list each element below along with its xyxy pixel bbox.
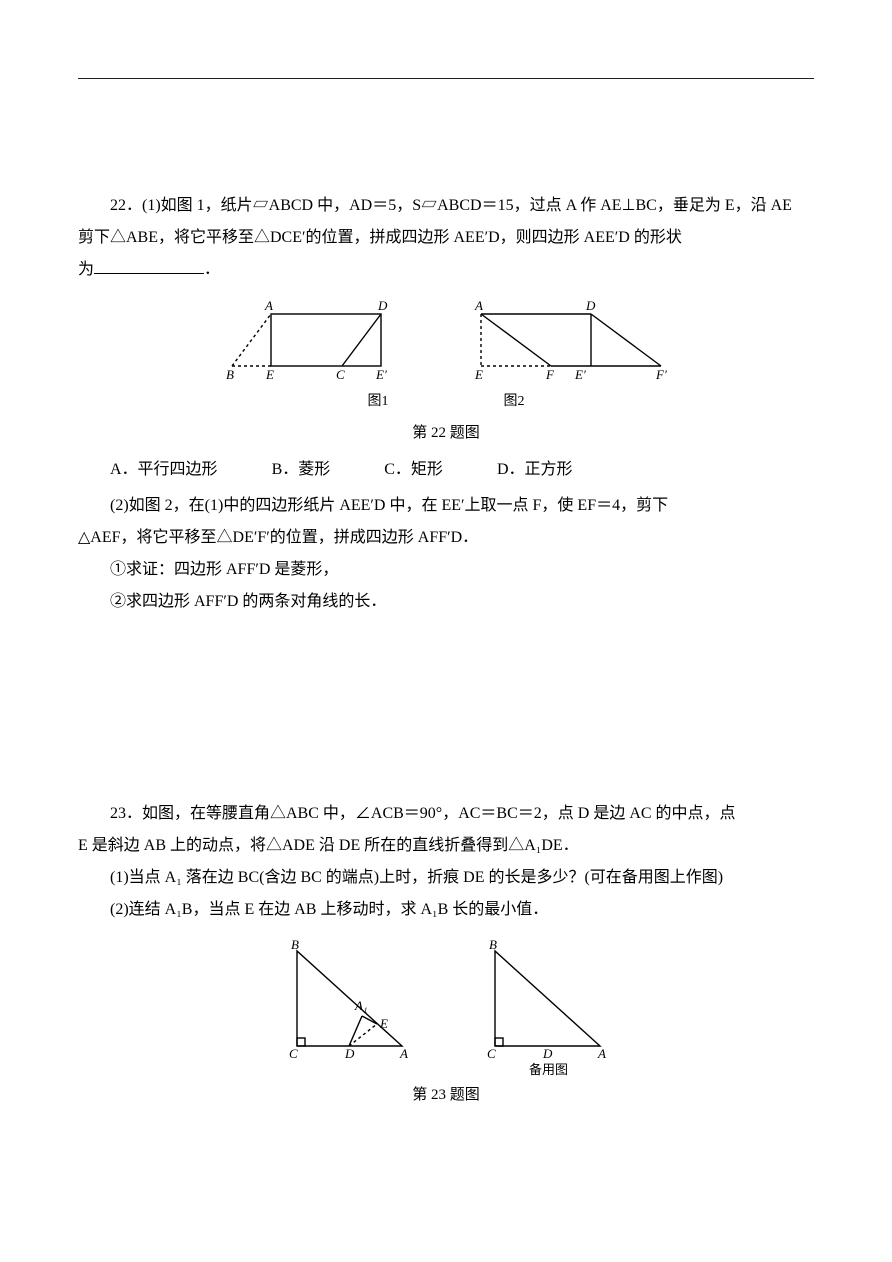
svg-text:E: E (379, 1016, 388, 1031)
q22-part2-sub1: ①求证：四边形 AFF′D 是菱形， (78, 554, 814, 586)
q22-figure2: A D E F E′ F′ (451, 296, 676, 386)
q22-figure-row: A D B E C E′ A D E F (78, 296, 814, 386)
svg-text:F: F (545, 367, 555, 382)
svg-text:D: D (585, 298, 596, 313)
q22-part2-line2: △AEF，将它平移至△DE′F′的位置，拼成四边形 AFF′D． (78, 522, 814, 554)
q22-line3: 为． (78, 254, 814, 286)
svg-text:C: C (336, 367, 345, 382)
svg-text:E: E (474, 367, 483, 382)
q23-figure-row: B C D A A₁ E B C D A 备用图 (78, 936, 814, 1078)
q23-group-caption: 第 23 题图 (78, 1080, 814, 1110)
q23-line2: E 是斜边 AB 上的动点，将△ADE 沿 DE 所在的直线折叠得到△A₁DE． (78, 830, 814, 862)
q23-sub2: (2)连结 A₁B，当点 E 在边 AB 上移动时，求 A₁B 长的最小值． (78, 894, 814, 926)
q22-choice-a: A．平行四边形 (110, 454, 218, 486)
q22-choices: A．平行四边形 B．菱形 C．矩形 D．正方形 (110, 454, 814, 486)
svg-text:D: D (542, 1046, 553, 1061)
svg-text:C: C (487, 1046, 496, 1061)
svg-text:D: D (344, 1046, 355, 1061)
q22-fig-captions: 图1 图2 (78, 388, 814, 416)
q22-line3-suffix: ． (204, 261, 220, 278)
q22-line2: 剪下△ABE，将它平移至△DCE′的位置，拼成四边形 AEE′D，则四边形 AE… (78, 222, 814, 254)
q23-figure-left: B C D A A₁ E (267, 936, 427, 1066)
svg-text:E′: E′ (375, 367, 387, 382)
svg-text:A₁: A₁ (354, 998, 367, 1013)
svg-text:A: A (264, 298, 273, 313)
svg-text:D: D (377, 298, 388, 313)
q22-line1: 22．(1)如图 1，纸片▱ABCD 中，AD＝5，S▱ABCD＝15，过点 A… (78, 190, 814, 222)
svg-text:A: A (597, 1046, 606, 1061)
svg-text:E: E (265, 367, 274, 382)
svg-text:备用图: 备用图 (529, 1062, 568, 1077)
q22-choice-c: C．矩形 (384, 454, 443, 486)
q22-group-caption: 第 22 题图 (78, 418, 814, 448)
svg-text:A: A (474, 298, 483, 313)
svg-text:B: B (489, 937, 497, 952)
svg-text:C: C (289, 1046, 298, 1061)
svg-text:B: B (291, 937, 299, 952)
q22-line3-prefix: 为 (78, 261, 94, 278)
q22-choice-d: D．正方形 (497, 454, 573, 486)
q23-figure-right: B C D A 备用图 (465, 936, 625, 1078)
svg-text:A: A (399, 1046, 408, 1061)
svg-text:E′: E′ (574, 367, 586, 382)
svg-text:F′: F′ (655, 367, 667, 382)
page-content: 22．(1)如图 1，纸片▱ABCD 中，AD＝5，S▱ABCD＝15，过点 A… (78, 190, 814, 1110)
q22-choice-b: B．菱形 (272, 454, 331, 486)
q22-part2-line1: (2)如图 2，在(1)中的四边形纸片 AEE′D 中，在 EE′上取一点 F，… (78, 490, 814, 522)
q22-blank (94, 256, 204, 274)
q23-line1: 23．如图，在等腰直角△ABC 中，∠ACB＝90°，AC＝BC＝2，点 D 是… (78, 798, 814, 830)
q22-fig2-caption: 图2 (504, 388, 525, 416)
q22-part2-sub2: ②求四边形 AFF′D 的两条对角线的长． (78, 586, 814, 618)
q22-fig1-caption: 图1 (368, 388, 389, 416)
svg-text:B: B (226, 367, 234, 382)
spacer (78, 618, 814, 798)
top-horizontal-rule (78, 78, 814, 79)
q23-sub1: (1)当点 A₁ 落在边 BC(含边 BC 的端点)上时，折痕 DE 的长是多少… (78, 862, 814, 894)
q22-figure1: A D B E C E′ (216, 296, 411, 386)
